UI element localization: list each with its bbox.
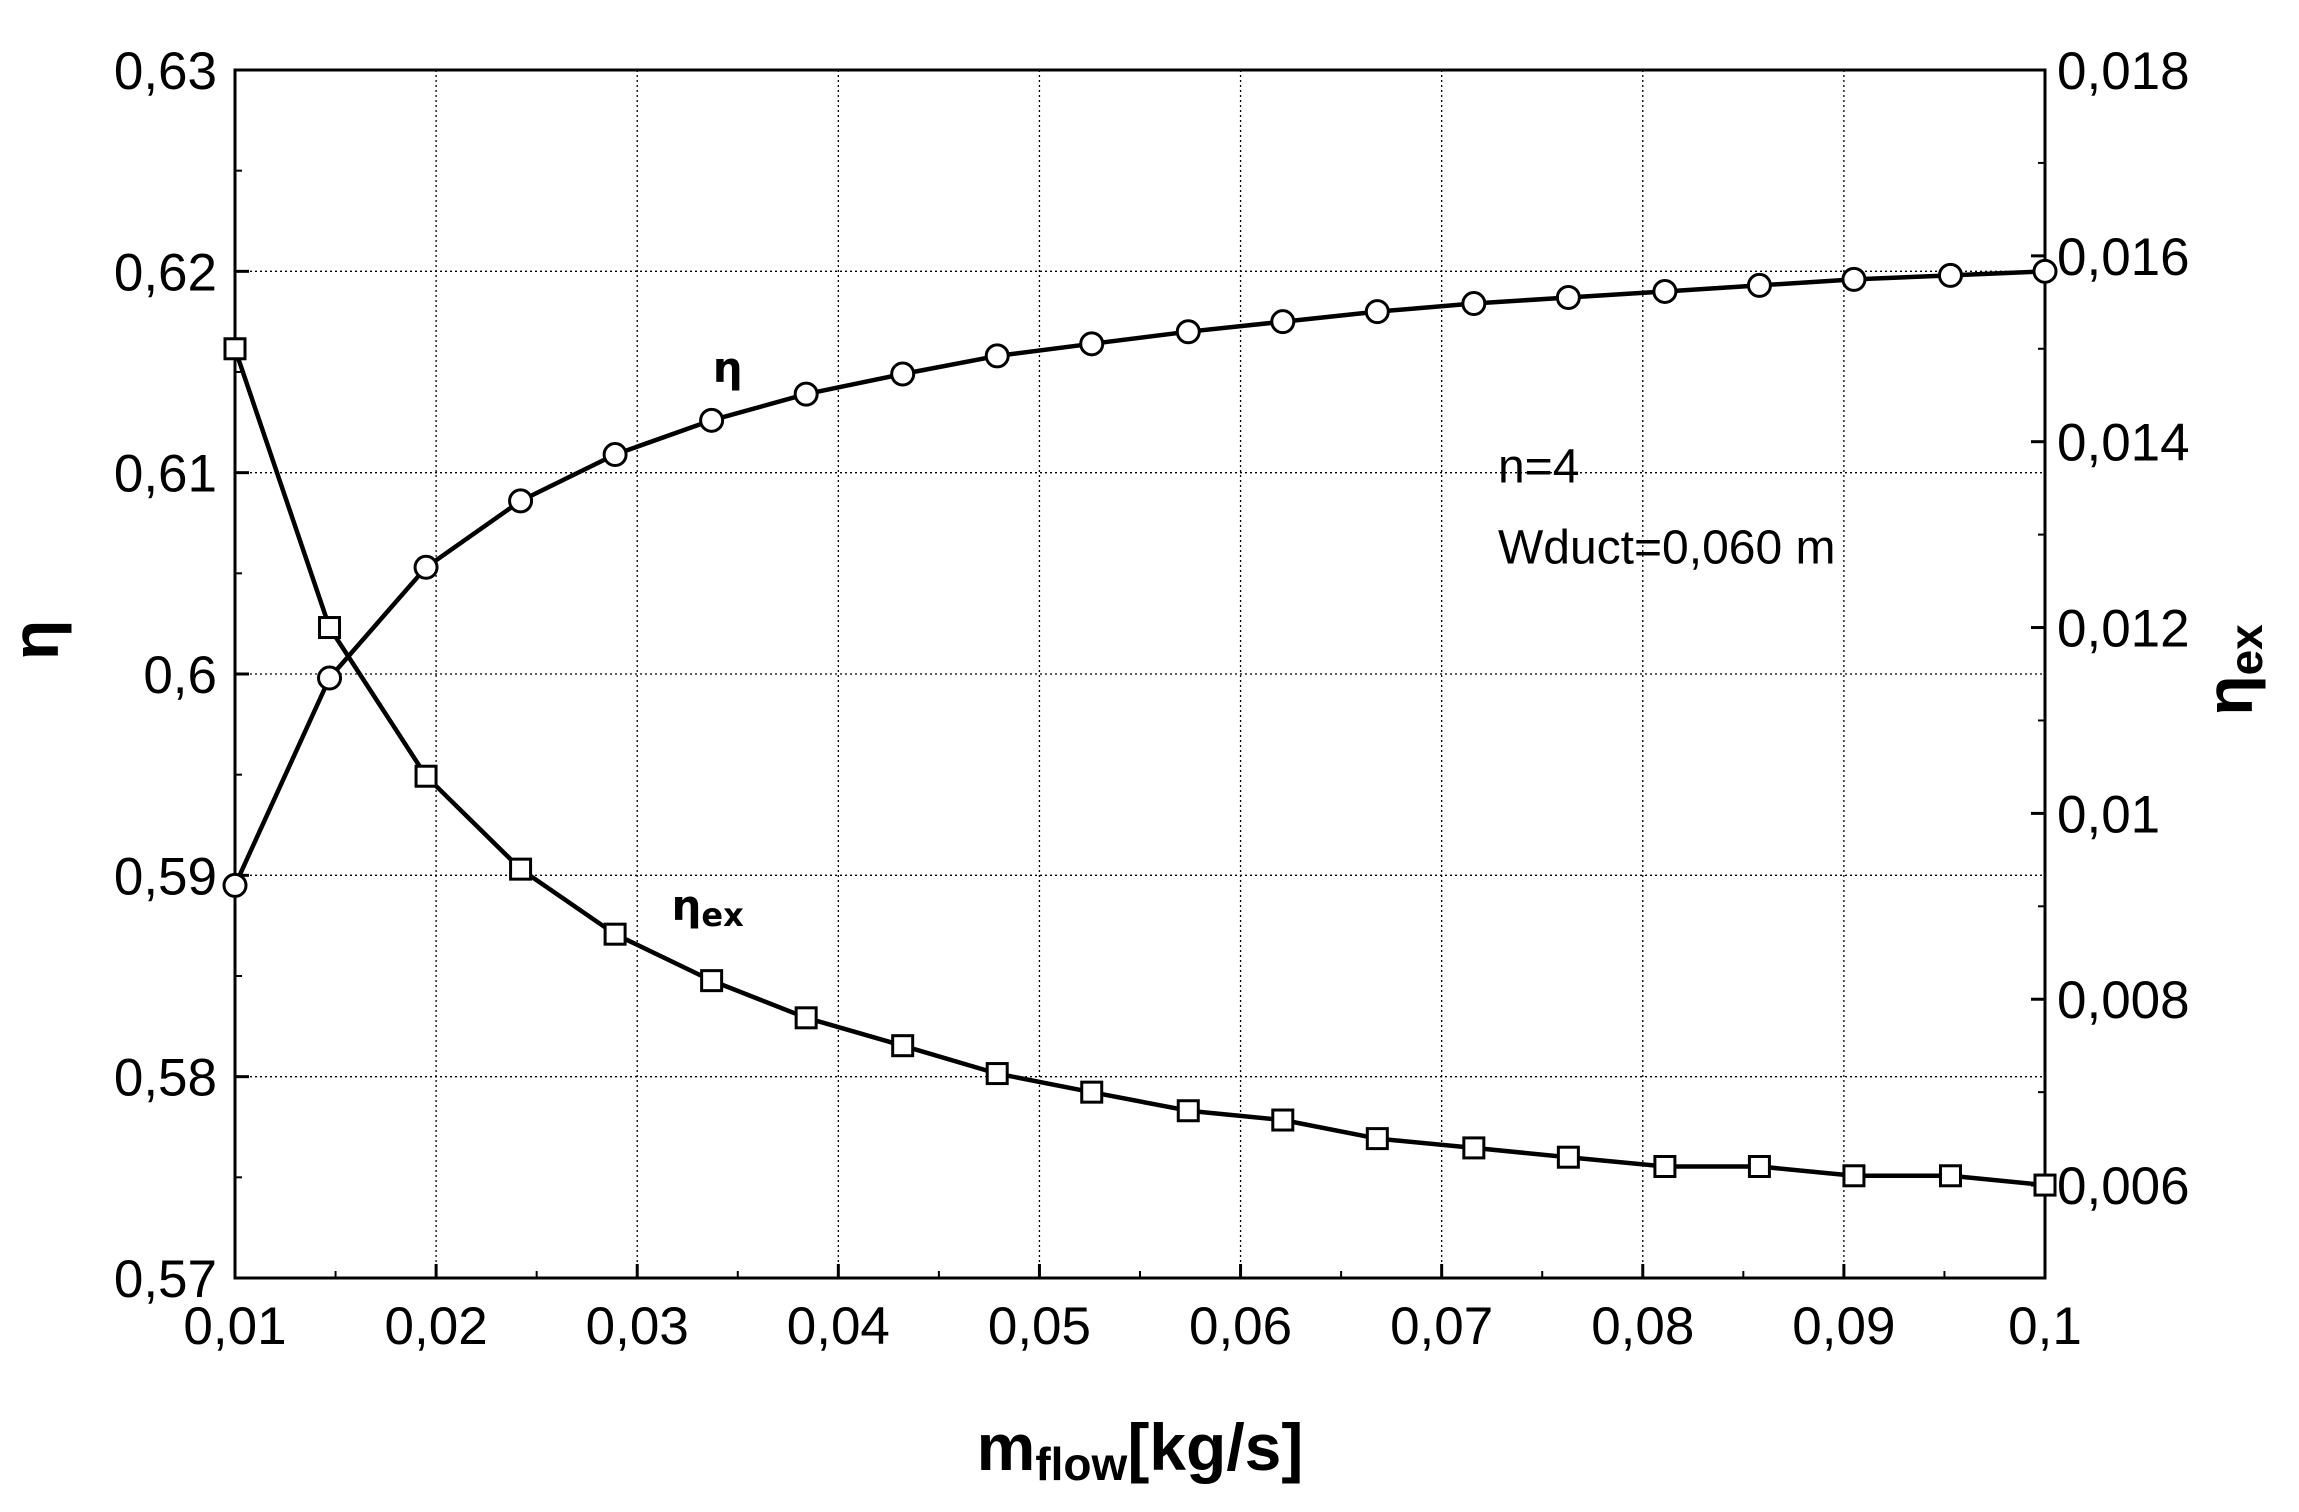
right-y-tick-label: 0,012: [2057, 600, 2190, 659]
series-lines: [232, 269, 2046, 1188]
data-point-eta-ex: [1176, 1099, 1200, 1123]
series-label-eta: η: [713, 343, 743, 392]
right-y-tick-label: 0,008: [2057, 971, 2190, 1030]
data-point-eta-ex: [1365, 1127, 1389, 1151]
x-tick-label: 0,01: [183, 1297, 286, 1356]
x-tick-label: 0,02: [385, 1297, 488, 1356]
right-y-axis-ticks: 0,006 0,008 0,01 0,012 0,014 0,016 0,018: [2031, 42, 2190, 1216]
data-point-eta-ex: [414, 764, 438, 788]
series-label-main: η: [713, 343, 743, 392]
data-point-eta-ex: [1556, 1145, 1580, 1169]
data-point-eta: [602, 442, 628, 468]
data-point-eta: [1270, 309, 1296, 335]
x-axis-ticks: 0,01 0,02 0,03 0,04 0,05 0,06 0,07 0,08 0,09 0,1: [183, 1264, 2082, 1356]
data-point-eta: [1079, 331, 1105, 357]
data-point-eta: [222, 872, 248, 898]
x-axis-title: mflow[kg/s]: [977, 1410, 1304, 1490]
data-point-eta: [317, 665, 343, 691]
right-y-tick-label: 0,018: [2057, 42, 2190, 101]
data-point-eta-ex: [1462, 1136, 1486, 1160]
x-tick-label: 0,05: [988, 1297, 1091, 1356]
data-point-eta-ex: [1080, 1080, 1104, 1104]
x-tick-label: 0,1: [2008, 1297, 2082, 1356]
data-point-eta: [1937, 262, 1963, 288]
data-point-eta-ex: [1842, 1164, 1866, 1188]
left-y-tick-label: 0,62: [114, 243, 217, 302]
data-point-eta-ex: [603, 922, 627, 946]
x-tick-label: 0,07: [1390, 1297, 1493, 1356]
left-y-tick-label: 0,61: [114, 445, 217, 504]
x-axis-title-sub: flow: [1035, 1438, 1127, 1490]
right-y-axis-title: ηex: [2192, 624, 2272, 716]
series-label-main: η: [671, 881, 701, 930]
left-y-tick-label: 0,59: [114, 847, 217, 906]
data-point-eta: [508, 488, 534, 514]
left-y-tick-label: 0,63: [114, 42, 217, 101]
left-y-axis-title: η: [0, 620, 72, 660]
left-y-tick-label: 0,57: [114, 1250, 217, 1309]
x-tick-label: 0,08: [1591, 1297, 1694, 1356]
data-point-eta-ex: [794, 1006, 818, 1030]
annotations: n=4 Wduct=0,060 m: [1498, 441, 1836, 575]
series-label-sub: ex: [701, 896, 744, 934]
data-point-eta: [1175, 319, 1201, 345]
data-point-eta-ex: [700, 969, 724, 993]
data-point-eta-ex: [509, 857, 533, 881]
grid-lines: [235, 70, 2045, 1278]
data-point-eta: [890, 361, 916, 387]
x-axis-title-main: m: [977, 1410, 1036, 1484]
series-label-eta-ex: ηex: [671, 881, 744, 934]
x-tick-label: 0,04: [787, 1297, 890, 1356]
data-point-eta: [2032, 258, 2058, 284]
series-line-eta: [232, 269, 2046, 887]
series-markers: [222, 258, 2058, 1197]
data-point-eta: [984, 343, 1010, 369]
data-point-eta-ex: [223, 337, 247, 361]
data-point-eta: [699, 407, 725, 433]
right-y-tick-label: 0,01: [2057, 785, 2160, 844]
annotation-n: n=4: [1498, 441, 1579, 494]
data-point-eta: [1555, 285, 1581, 311]
data-point-eta: [413, 554, 439, 580]
data-point-eta-ex: [1938, 1164, 1962, 1188]
data-point-eta-ex: [985, 1062, 1009, 1086]
data-point-eta-ex: [1271, 1108, 1295, 1132]
left-y-tick-label: 0,6: [143, 646, 217, 705]
x-tick-label: 0,06: [1189, 1297, 1292, 1356]
series-line-eta-ex: [232, 348, 2046, 1188]
right-y-axis-title-sub: ex: [2220, 624, 2272, 676]
data-point-eta: [1841, 266, 1867, 292]
x-tick-label: 0,09: [1792, 1297, 1895, 1356]
data-point-eta: [1746, 272, 1772, 298]
data-point-eta: [1461, 291, 1487, 317]
data-point-eta-ex: [318, 616, 342, 640]
data-point-eta-ex: [1747, 1154, 1771, 1178]
right-y-tick-label: 0,006: [2057, 1157, 2190, 1216]
data-point-eta: [793, 381, 819, 407]
right-y-axis-title-main: η: [2192, 675, 2266, 715]
annotation-wduct: Wduct=0,060 m: [1498, 521, 1836, 574]
data-point-eta: [1652, 278, 1678, 304]
left-y-tick-label: 0,58: [114, 1049, 217, 1108]
x-axis-title-tail: [kg/s]: [1127, 1410, 1303, 1484]
right-y-tick-label: 0,014: [2057, 414, 2190, 473]
data-point-eta-ex: [1653, 1154, 1677, 1178]
x-tick-label: 0,03: [586, 1297, 689, 1356]
data-point-eta-ex: [2033, 1173, 2057, 1197]
data-point-eta: [1364, 299, 1390, 325]
data-point-eta-ex: [891, 1034, 915, 1058]
right-y-tick-label: 0,016: [2057, 228, 2190, 287]
left-y-axis-ticks: 0,57 0,58 0,59 0,6 0,61 0,62 0,63: [114, 42, 249, 1309]
